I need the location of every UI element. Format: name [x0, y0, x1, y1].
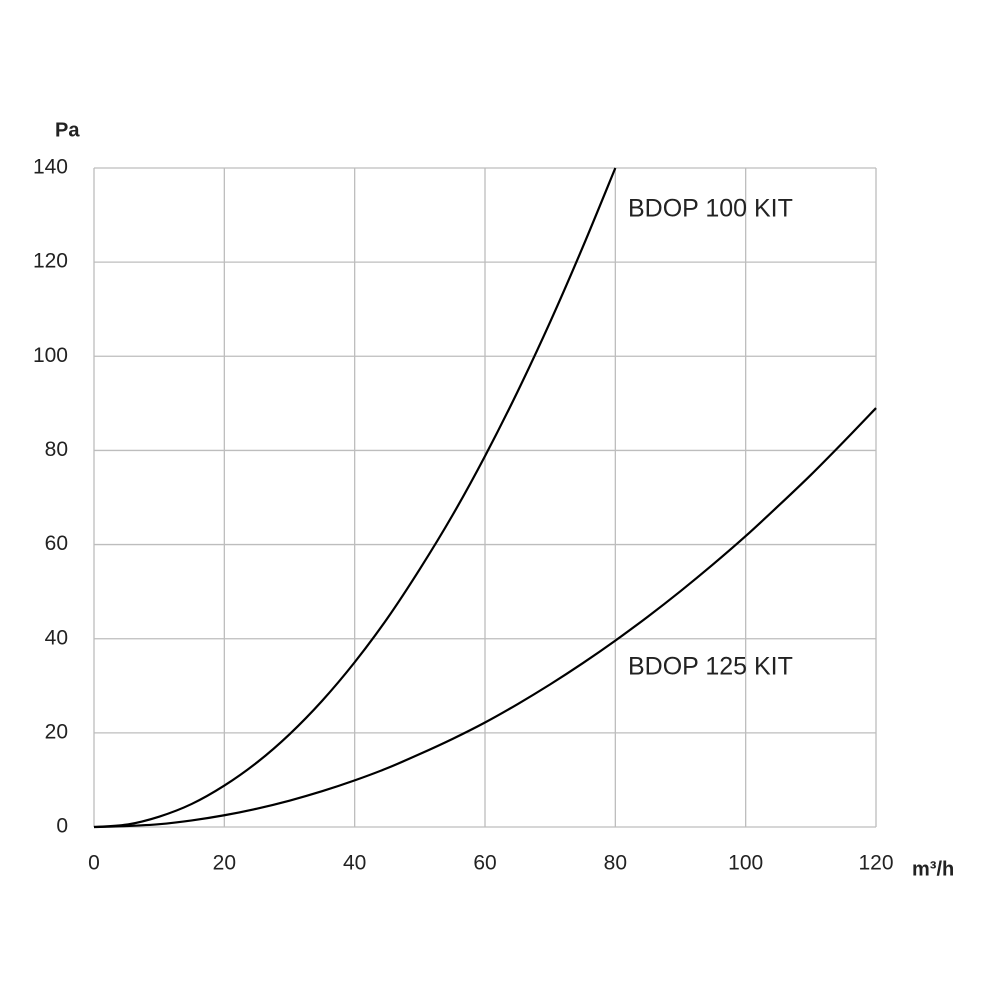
- y-tick-label: 100: [33, 344, 68, 367]
- x-tick-label: 120: [858, 852, 893, 875]
- y-tick-label: 60: [45, 532, 68, 555]
- series-line: [93, 407, 877, 829]
- x-tick-label: 20: [213, 852, 236, 875]
- x-tick-label: 40: [343, 852, 366, 875]
- x-tick-label: 80: [604, 852, 627, 875]
- y-tick-label: 80: [45, 438, 68, 461]
- y-tick-label: 40: [45, 626, 68, 649]
- series-label: BDOP 125 KIT: [628, 653, 793, 681]
- y-tick-label: 20: [45, 720, 68, 743]
- series-label: BDOP 100 KIT: [628, 195, 793, 223]
- x-tick-label: 60: [473, 852, 496, 875]
- x-tick-label: 0: [88, 852, 100, 875]
- series-line: [93, 167, 617, 829]
- y-tick-label: 140: [33, 156, 68, 179]
- y-tick-label: 120: [33, 250, 68, 273]
- x-axis-label: m³/h: [912, 858, 954, 880]
- y-axis-label: Pa: [55, 119, 80, 141]
- x-tick-label: 100: [728, 852, 763, 875]
- y-tick-label: 0: [56, 815, 68, 838]
